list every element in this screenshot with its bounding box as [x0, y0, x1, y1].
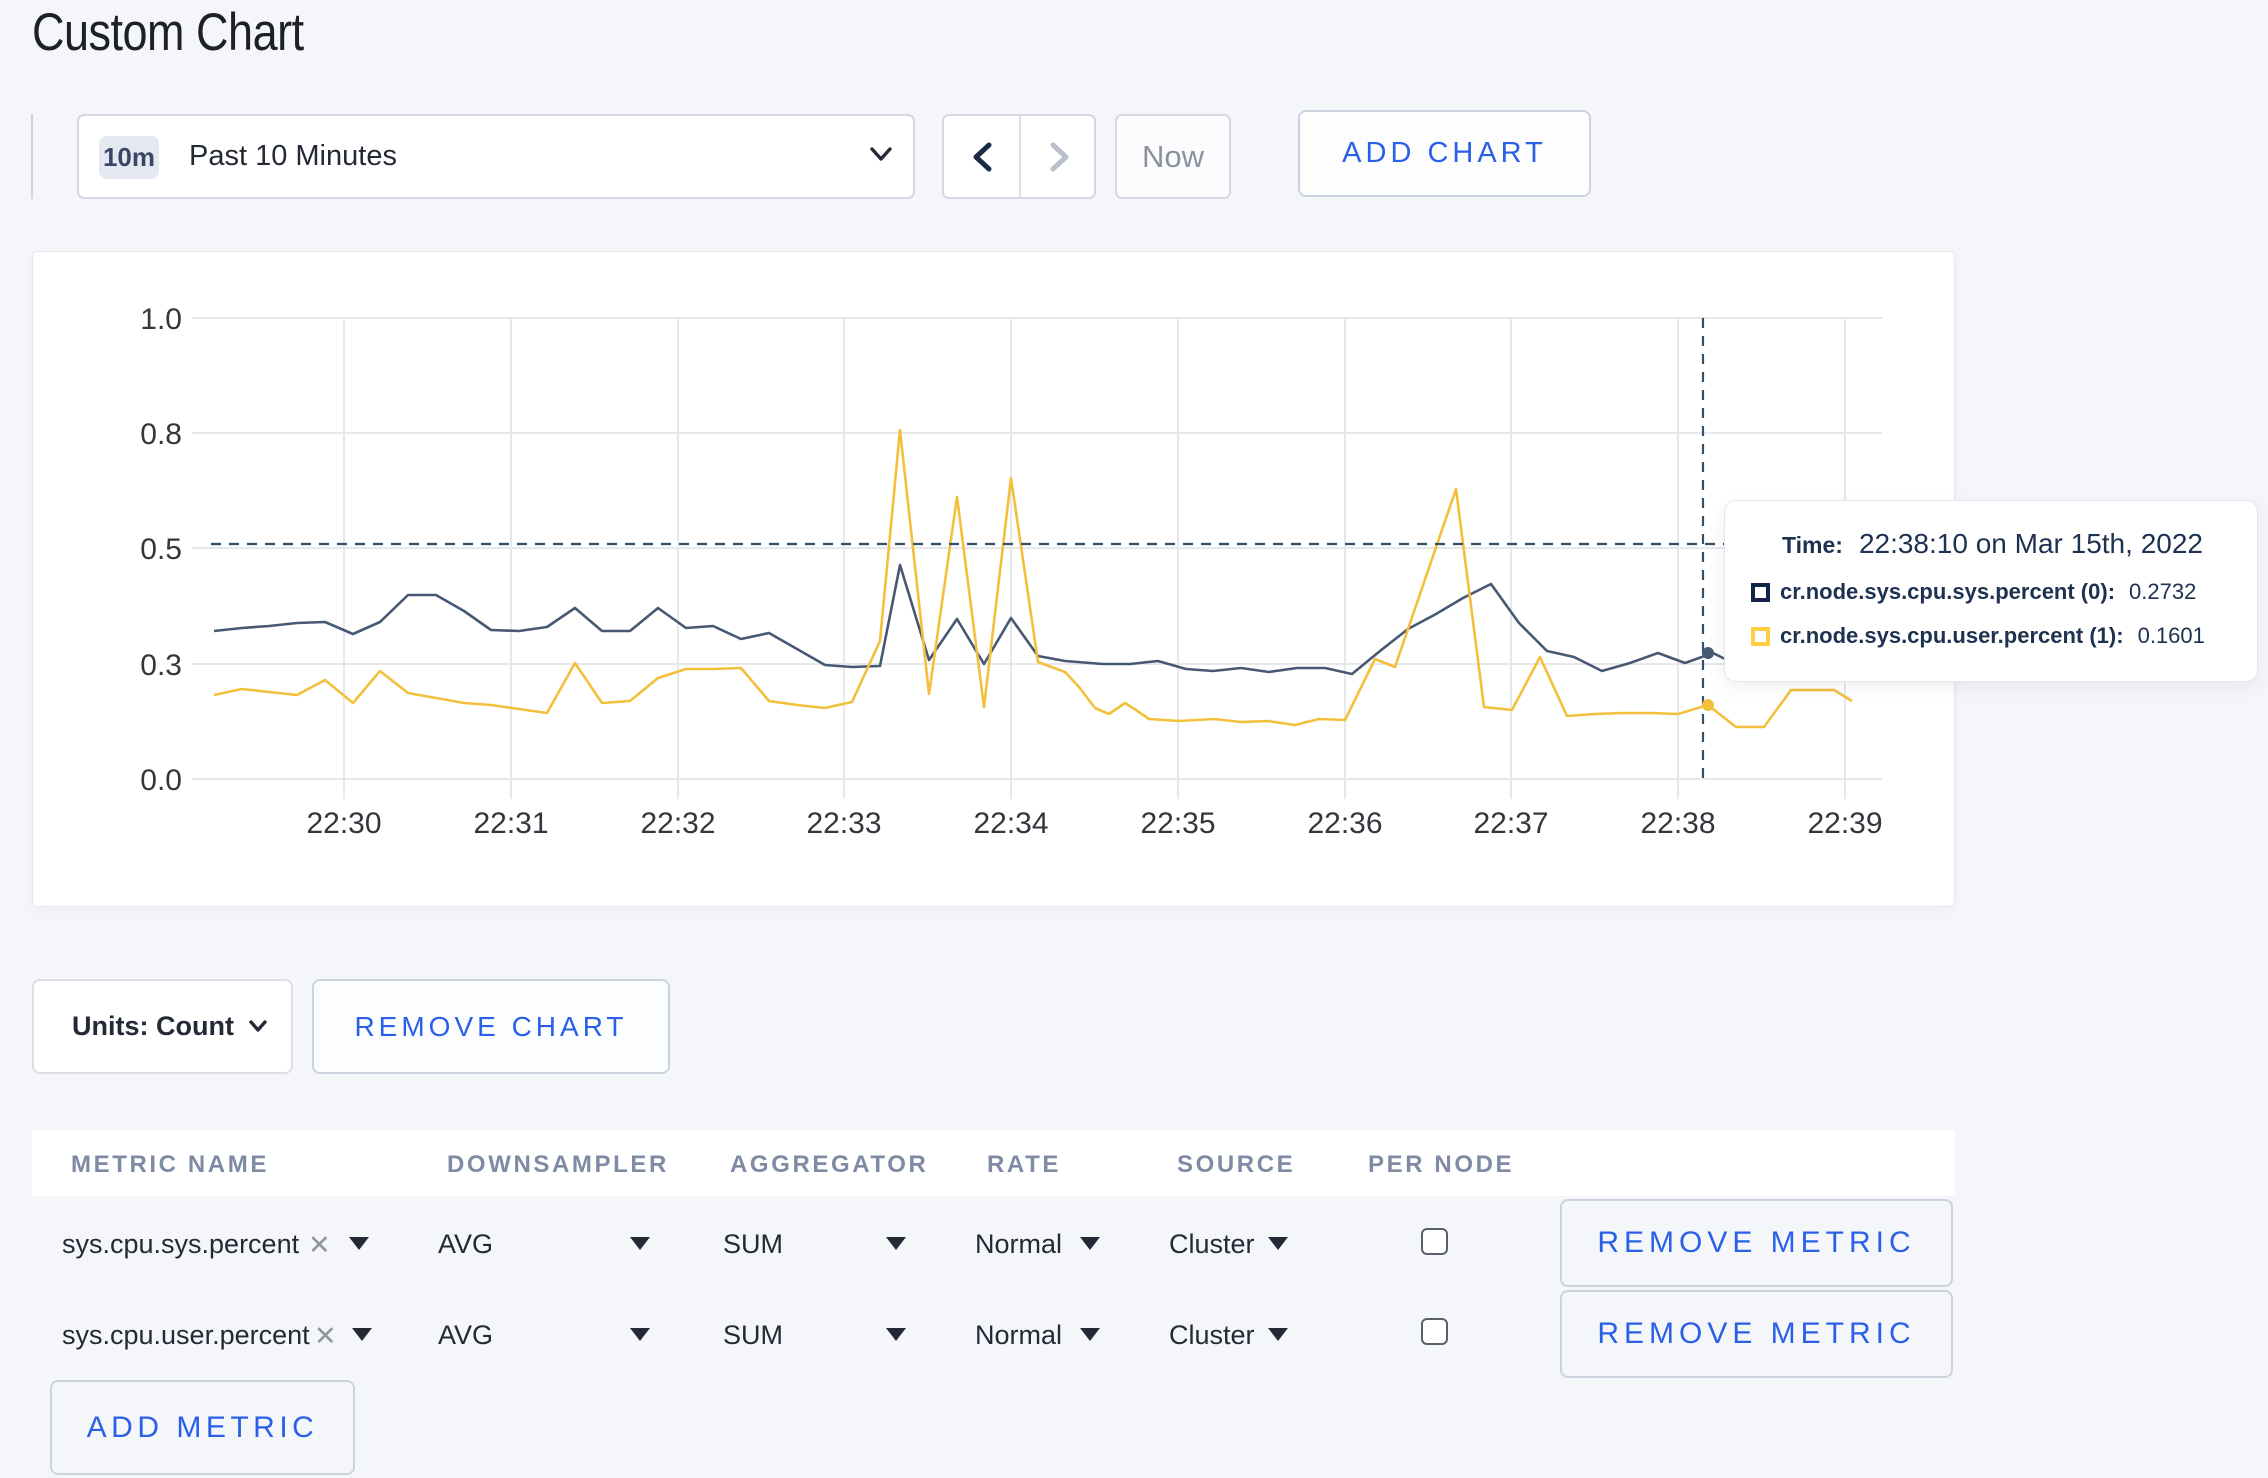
svg-text:22:37: 22:37 — [1473, 807, 1548, 840]
svg-text:0.3: 0.3 — [140, 649, 182, 682]
svg-text:22:35: 22:35 — [1140, 807, 1215, 840]
svg-text:0.0: 0.0 — [140, 764, 182, 797]
svg-text:22:38: 22:38 — [1640, 807, 1715, 840]
svg-text:22:36: 22:36 — [1307, 807, 1382, 840]
svg-text:0.8: 0.8 — [140, 418, 182, 451]
svg-text:0.5: 0.5 — [140, 533, 182, 566]
svg-text:22:34: 22:34 — [973, 807, 1048, 840]
svg-text:22:33: 22:33 — [806, 807, 881, 840]
svg-text:1.0: 1.0 — [140, 303, 182, 336]
svg-text:22:39: 22:39 — [1807, 807, 1882, 840]
svg-text:22:31: 22:31 — [473, 807, 548, 840]
svg-text:22:32: 22:32 — [640, 807, 715, 840]
svg-text:22:30: 22:30 — [306, 807, 381, 840]
